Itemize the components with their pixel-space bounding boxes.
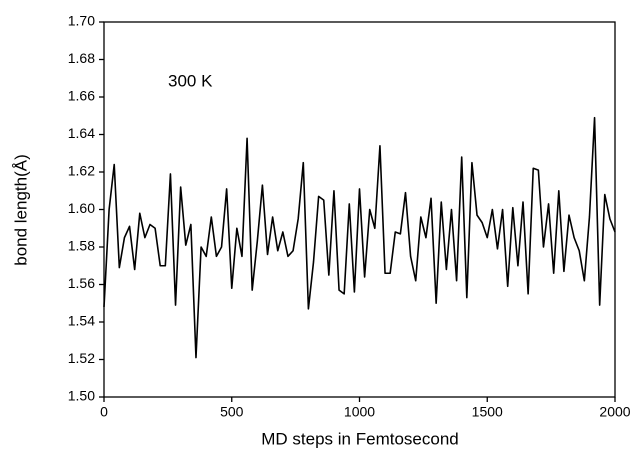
y-tick-label: 1.60 [68,200,95,216]
data-line [103,116,616,359]
y-tick-label: 1.52 [68,350,95,366]
y-tick-label: 1.62 [68,163,95,179]
y-tick-label: 1.50 [68,388,95,404]
x-tick-label: 500 [220,404,244,420]
y-tick-label: 1.66 [68,88,95,104]
y-tick-label: 1.58 [68,238,95,254]
x-tick-label: 1000 [344,404,375,420]
y-tick-label: 1.68 [68,50,95,66]
y-tick-label: 1.70 [68,13,95,29]
annotation: 300 K [168,71,213,90]
x-tick-label: 0 [100,404,108,420]
y-axis-label: bond length(Å) [11,154,30,266]
x-axis-label: MD steps in Femtosecond [261,429,458,448]
y-tick-label: 1.64 [68,125,95,141]
x-tick-label: 1500 [472,404,503,420]
y-tick-label: 1.54 [68,313,95,329]
x-tick-label: 2000 [599,404,630,420]
y-tick-label: 1.56 [68,275,95,291]
